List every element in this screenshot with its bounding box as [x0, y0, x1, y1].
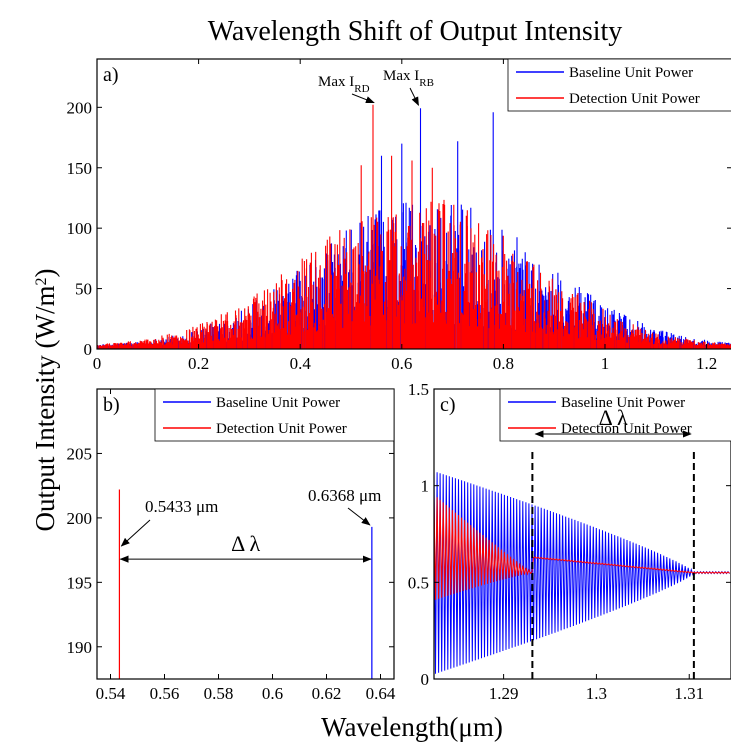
x-tick-label-a-4: 0.8: [493, 354, 514, 373]
panel-b: 0.54 0.56 0.58 0.6 0.62 0.64 190 195 200 205 b) Bas…: [67, 388, 396, 703]
x-tick-label-a-2: 0.4: [290, 354, 312, 373]
annotation-arrow-ird: [351, 93, 375, 104]
x-tick-label-a-6: 1.2: [696, 354, 717, 373]
panel-label-a: a): [103, 64, 119, 86]
annotation-wavelength-rd: 0.5433 μm: [145, 497, 218, 516]
legend-box-a: [507, 58, 731, 112]
y-tick-label-b-3: 205: [67, 444, 93, 463]
x-tick-label-c-0: 1.29: [489, 684, 519, 703]
plot-area-a: [97, 104, 731, 349]
x-tick-label-b-0: 0.54: [96, 684, 126, 703]
series-line-c-1: [434, 494, 730, 600]
annotation-arrow-rd: [120, 519, 151, 547]
panel-label-c: c): [440, 394, 456, 416]
x-tick-label-c-2: 1.31: [674, 684, 704, 703]
y-tick-label-c-2: 1: [421, 477, 430, 496]
y-tick-label-b-1: 195: [67, 573, 93, 592]
annotation-delta-label-b: Δ λ: [231, 531, 260, 556]
y-tick-label-c-1: 0.5: [408, 573, 429, 592]
x-tick-label-a-3: 0.6: [391, 354, 412, 373]
y-tick-label-a-4: 200: [67, 98, 93, 117]
annotation-max-irb-base: Max I: [383, 68, 419, 84]
annotation-max-irb: Max IRB: [383, 68, 434, 89]
legend-entry-c-0: Baseline Unit Power: [561, 395, 685, 411]
x-tick-label-b-1: 0.56: [150, 684, 180, 703]
annotation-arrow-rb: [347, 507, 371, 526]
y-tick-label-a-1: 50: [75, 280, 92, 299]
y-tick-label-a-2: 100: [67, 219, 93, 238]
legend-entry-a-0: Baseline Unit Power: [569, 65, 693, 81]
legend-box-b: [154, 388, 395, 442]
y-axis-label-main: Output Intensity (W/m: [30, 286, 60, 532]
x-tick-label-b-3: 0.6: [262, 684, 283, 703]
y-tick-label-c-0: 0: [421, 670, 430, 689]
series-line-c-0: [434, 471, 730, 674]
x-tick-label-b-5: 0.64: [366, 684, 396, 703]
legend-entry-b-1: Detection Unit Power: [216, 421, 347, 437]
x-tick-label-b-2: 0.58: [204, 684, 234, 703]
chart-title: Wavelength Shift of Output Intensity: [208, 16, 623, 47]
series-line-a-1: [97, 104, 731, 349]
panel-label-b: b): [103, 394, 120, 416]
panel-a: 0 0.2 0.4 0.6 0.8 1 1.2 0 50 100 150 200 a) Baseline …: [67, 58, 731, 373]
axes-frame-a: [96, 58, 731, 350]
y-tick-label-a-3: 150: [67, 159, 93, 178]
panel-c: 1.29 1.3 1.31 0 0.5 1 1.5 c) Baseline Unit Power…: [408, 380, 731, 703]
annotation-max-irb-sub: RB: [419, 77, 434, 89]
annotation-max-ird-sub: RD: [354, 83, 369, 95]
annotation-max-ird: Max IRD: [318, 74, 370, 95]
x-tick-label-a-5: 1: [601, 354, 610, 373]
annotation-arrow-irb: [409, 87, 419, 106]
y-tick-label-a-0: 0: [84, 340, 93, 359]
annotation-wavelength-rb: 0.6368 μm: [308, 486, 381, 505]
y-tick-label-c-3: 1.5: [408, 380, 429, 399]
x-tick-label-a-0: 0: [93, 354, 102, 373]
x-tick-label-b-4: 0.62: [312, 684, 342, 703]
legend-entry-a-1: Detection Unit Power: [569, 91, 700, 107]
legend-entry-b-0: Baseline Unit Power: [216, 395, 340, 411]
y-axis-label-close: ): [30, 269, 60, 278]
y-axis-label-sup: 2: [33, 278, 50, 286]
x-axis-label: Wavelength(μm): [321, 712, 503, 742]
x-tick-label-a-1: 0.2: [188, 354, 209, 373]
annotation-max-ird-base: Max I: [318, 74, 354, 90]
annotation-delta-label-c: Δ λ: [599, 405, 628, 430]
y-tick-label-b-2: 200: [67, 509, 93, 528]
plot-area-c: [434, 471, 730, 674]
y-tick-label-b-0: 190: [67, 638, 93, 657]
y-axis-label: Output Intensity (W/m2): [30, 269, 60, 532]
x-tick-label-c-1: 1.3: [586, 684, 607, 703]
